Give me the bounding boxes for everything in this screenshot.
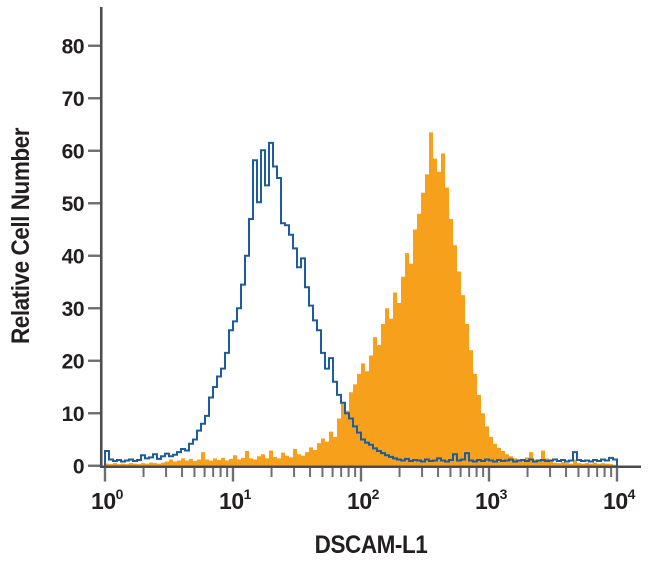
y-tick-label: 10 bbox=[62, 403, 84, 426]
open-histogram-outline bbox=[104, 141, 618, 466]
x-tick-label: 104 bbox=[603, 486, 636, 514]
y-tick-label: 70 bbox=[62, 88, 84, 111]
x-tick-label: 101 bbox=[219, 486, 252, 514]
y-tick-label: 20 bbox=[62, 350, 84, 373]
y-tick-label: 0 bbox=[73, 455, 84, 478]
x-tick-label: 100 bbox=[91, 486, 124, 514]
y-tick-label: 50 bbox=[62, 193, 84, 216]
x-tick-label: 103 bbox=[475, 486, 508, 514]
x-tick-label: 102 bbox=[347, 486, 380, 514]
y-tick-label: 30 bbox=[62, 298, 84, 321]
y-tick-label: 80 bbox=[62, 35, 84, 58]
y-tick-label: 60 bbox=[62, 140, 84, 163]
y-axis-title: Relative Cell Number bbox=[7, 127, 35, 345]
filled-histogram-area bbox=[105, 132, 617, 466]
y-tick-label: 40 bbox=[62, 245, 84, 268]
x-axis-title: DSCAM-L1 bbox=[314, 531, 428, 559]
